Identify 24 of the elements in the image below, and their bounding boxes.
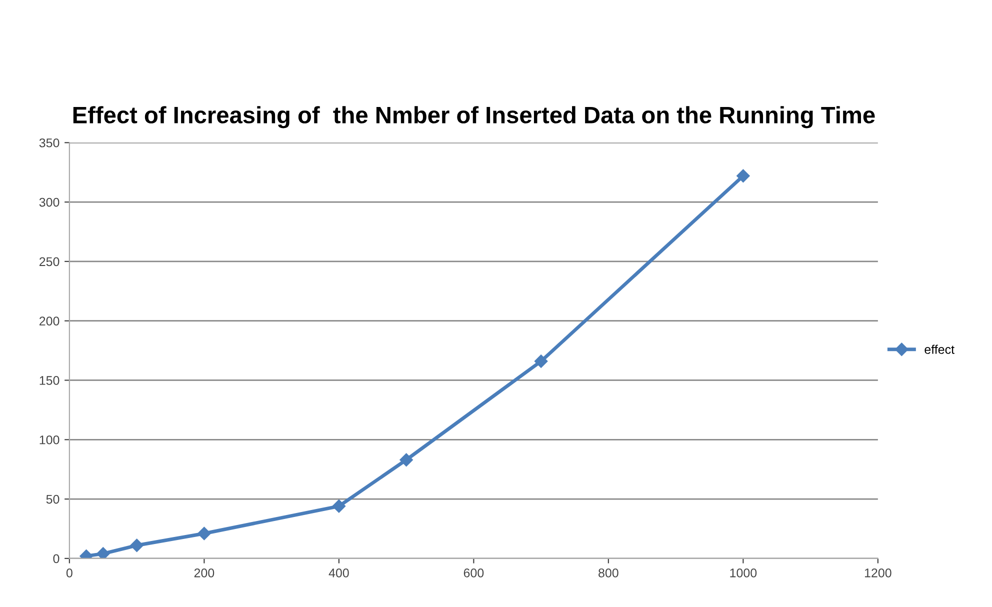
- legend-label: effect: [924, 344, 954, 354]
- point: [198, 526, 211, 540]
- chart-title: Effect of Increasing of the Nmber of Inserted Data on the Running Time: [73, 106, 875, 128]
- x-tick-label: 200: [194, 568, 214, 578]
- x-tick-label: 400: [328, 568, 349, 578]
- point: [332, 500, 346, 513]
- x-tick-label: 600: [464, 568, 484, 578]
- y-tick-label: 350: [39, 138, 60, 148]
- point: [534, 354, 548, 368]
- x-tick-label: 0: [66, 568, 72, 578]
- y-tick-label: 250: [39, 257, 60, 266]
- x-tick-label: 1000: [730, 568, 757, 578]
- y-tick-label: 300: [39, 198, 60, 207]
- y-tick-label: 100: [40, 435, 60, 444]
- x-tick-label: 1200: [864, 568, 892, 578]
- point: [130, 538, 144, 552]
- y-tick-label: 0: [53, 554, 60, 564]
- y-tick-label: 150: [40, 376, 60, 385]
- y-tick-label: 200: [39, 316, 60, 326]
- x-tick-label: 800: [598, 568, 618, 578]
- point: [96, 547, 110, 558]
- point: [736, 169, 750, 182]
- y-tick-label: 50: [46, 494, 60, 504]
- point: [400, 453, 413, 466]
